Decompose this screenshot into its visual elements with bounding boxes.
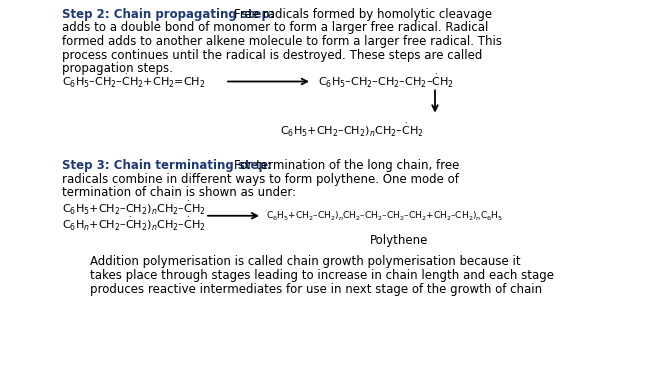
Text: Step 3: Chain terminating step:: Step 3: Chain terminating step: xyxy=(62,160,276,173)
Text: For termination of the long chain, free: For termination of the long chain, free xyxy=(234,160,459,173)
Text: adds to a double bond of monomer to form a larger free radical. Radical: adds to a double bond of monomer to form… xyxy=(62,22,488,35)
Text: process continues until the radical is destroyed. These steps are called: process continues until the radical is d… xyxy=(62,49,482,62)
Text: C$_6$H$_5$–CH$_2$–$\dot{\rm C}$H$_2$+CH$_2$=CH$_2$: C$_6$H$_5$–CH$_2$–$\dot{\rm C}$H$_2$+CH$… xyxy=(62,73,205,90)
Text: takes place through stages leading to increase in chain length and each stage: takes place through stages leading to in… xyxy=(90,269,554,282)
Text: propagation steps.: propagation steps. xyxy=(62,62,173,75)
Text: C$_6$H$_n$+CH$_2$–$\dot{\rm C}$H$_2\overset{}{)}$$_n$CH$_2$–$\dot{\rm C}$H$_2$: C$_6$H$_n$+CH$_2$–$\dot{\rm C}$H$_2\over… xyxy=(62,215,206,232)
Text: produces reactive intermediates for use in next stage of the growth of chain: produces reactive intermediates for use … xyxy=(90,282,542,296)
Text: Free radicals formed by homolytic cleavage: Free radicals formed by homolytic cleava… xyxy=(234,8,492,21)
Text: C$_6$H$_5$+CH$_2$–CH$_2\overset{}{)}$$_n$CH$_2$–$\dot{\rm C}$H$_2$: C$_6$H$_5$+CH$_2$–CH$_2\overset{}{)}$$_n… xyxy=(62,200,206,217)
Text: Polythene: Polythene xyxy=(370,234,428,247)
Text: Step 2: Chain propagating step:: Step 2: Chain propagating step: xyxy=(62,8,279,21)
Text: C$_6$H$_5$–CH$_2$–CH$_2$–CH$_2$–$\dot{\rm C}$H$_2$: C$_6$H$_5$–CH$_2$–CH$_2$–CH$_2$–$\dot{\r… xyxy=(318,73,454,90)
Text: termination of chain is shown as under:: termination of chain is shown as under: xyxy=(62,187,296,200)
Text: Addition polymerisation is called chain growth polymerisation because it: Addition polymerisation is called chain … xyxy=(90,255,521,269)
Text: C$_6$H$_5$+CH$_2$–CH$_2\overset{}{)}$$_n$CH$_2$–$\dot{\rm C}$H$_2$: C$_6$H$_5$+CH$_2$–CH$_2\overset{}{)}$$_n… xyxy=(280,121,424,138)
Text: formed adds to another alkene molecule to form a larger free radical. This: formed adds to another alkene molecule t… xyxy=(62,35,502,48)
Text: radicals combine in different ways to form polythene. One mode of: radicals combine in different ways to fo… xyxy=(62,173,459,186)
Text: C$_6$H$_5$+CH$_2$–CH$_2\overset{}{)}$$_n$CH$_2$–CH$_2$–CH$_2$–CH$_2$+CH$_2$–CH$_: C$_6$H$_5$+CH$_2$–CH$_2\overset{}{)}$$_n… xyxy=(266,209,503,223)
